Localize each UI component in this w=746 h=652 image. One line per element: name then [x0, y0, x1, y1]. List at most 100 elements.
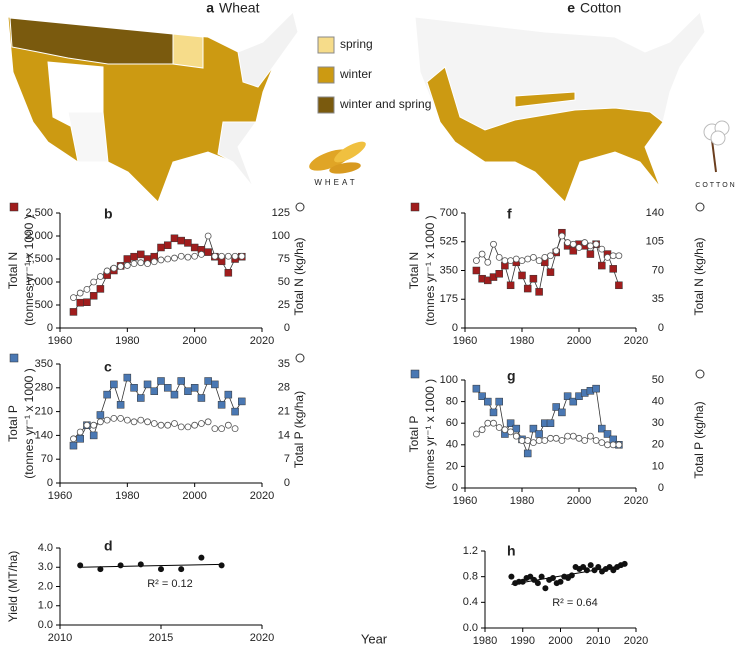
marker	[97, 566, 104, 573]
marker	[495, 253, 503, 261]
marker	[224, 390, 233, 399]
marker	[472, 257, 480, 265]
marker	[238, 252, 246, 260]
x-tick-label: 2020	[250, 490, 274, 502]
marker	[490, 419, 497, 427]
y-tick-label: 0.8	[463, 571, 478, 583]
legend-marker	[410, 202, 420, 212]
marker	[123, 255, 132, 263]
marker	[211, 425, 219, 433]
y2-tick-label: 35	[652, 293, 664, 305]
marker	[103, 416, 111, 424]
x-tick-label: 1960	[48, 335, 72, 347]
marker	[83, 421, 91, 429]
marker	[506, 419, 515, 427]
marker	[184, 387, 192, 395]
y-tick-label: 0.0	[463, 622, 478, 634]
marker	[587, 562, 594, 569]
marker	[530, 253, 537, 261]
x-tick-label: 2020	[624, 495, 648, 507]
marker	[598, 439, 606, 447]
marker	[495, 397, 503, 406]
marker	[130, 252, 138, 261]
y2-tick-label: 0	[658, 482, 664, 494]
map-title: Wheat	[219, 0, 260, 16]
x-tick-label: 2020	[250, 632, 274, 644]
marker	[191, 252, 199, 260]
marker	[495, 270, 503, 278]
x-tick-label: 1980	[510, 335, 534, 347]
y2-tick-label: 0	[658, 322, 664, 334]
y-tick-label: 500	[35, 299, 53, 311]
y-tick-label: 0	[47, 322, 53, 334]
marker	[547, 434, 554, 442]
y-tick-label: 0	[452, 322, 458, 334]
marker	[197, 394, 206, 402]
y2-tick-label: 0	[284, 477, 290, 489]
marker	[546, 419, 555, 427]
y-tick-label: 100	[440, 374, 458, 386]
marker	[158, 566, 164, 573]
marker	[495, 424, 503, 431]
y-tick-label: 0.0	[38, 619, 53, 631]
marker	[177, 377, 185, 385]
panel-label: a	[206, 0, 214, 16]
marker	[204, 418, 212, 426]
marker	[96, 285, 105, 293]
marker	[542, 585, 549, 592]
y2-tick-label: 100	[272, 230, 290, 242]
marker	[197, 420, 205, 427]
marker	[77, 562, 84, 569]
y2-axis-title: Total N (kg/ha)	[692, 237, 706, 315]
annotation: R² = 0.12	[147, 578, 193, 590]
marker	[598, 245, 606, 253]
y-tick-label: 525	[440, 236, 458, 248]
marker	[507, 428, 515, 436]
marker	[575, 434, 583, 442]
y-axis-unit: (tonnes yr⁻¹ x 1000 )	[22, 368, 36, 478]
marker	[535, 288, 543, 296]
marker	[615, 281, 623, 290]
region	[426, 66, 664, 203]
marker	[110, 380, 118, 389]
x-tick-label: 2010	[586, 635, 610, 647]
marker	[137, 259, 145, 267]
marker	[231, 425, 239, 433]
marker	[224, 269, 233, 277]
marker	[164, 421, 172, 429]
marker	[508, 573, 515, 580]
marker	[163, 241, 172, 249]
panel-label: f	[507, 206, 512, 222]
marker	[621, 560, 628, 567]
y2-tick-label: 140	[646, 207, 664, 219]
marker	[89, 292, 98, 300]
x-tick-label: 2000	[182, 335, 206, 347]
marker	[609, 252, 617, 260]
marker	[569, 397, 578, 406]
marker	[592, 384, 600, 393]
region	[237, 11, 299, 88]
marker	[177, 236, 185, 245]
y2-axis-title: Total P (kg/ha)	[292, 391, 306, 468]
legend-label: winter and spring	[339, 97, 431, 111]
marker	[586, 250, 595, 258]
y-tick-label: 140	[35, 429, 53, 441]
marker	[218, 562, 225, 569]
marker	[76, 435, 84, 443]
marker	[512, 432, 520, 440]
marker	[519, 578, 526, 585]
cotton-map	[414, 11, 706, 203]
marker	[558, 437, 566, 444]
marker	[529, 424, 538, 433]
y-tick-label: 0	[47, 477, 53, 489]
marker	[117, 562, 124, 569]
marker	[534, 580, 541, 587]
y-tick-label: 4.0	[38, 542, 53, 554]
marker	[563, 392, 572, 400]
marker	[218, 252, 226, 260]
y-tick-label: 175	[440, 293, 458, 305]
marker	[211, 380, 219, 389]
marker	[549, 574, 556, 581]
marker	[231, 252, 239, 260]
